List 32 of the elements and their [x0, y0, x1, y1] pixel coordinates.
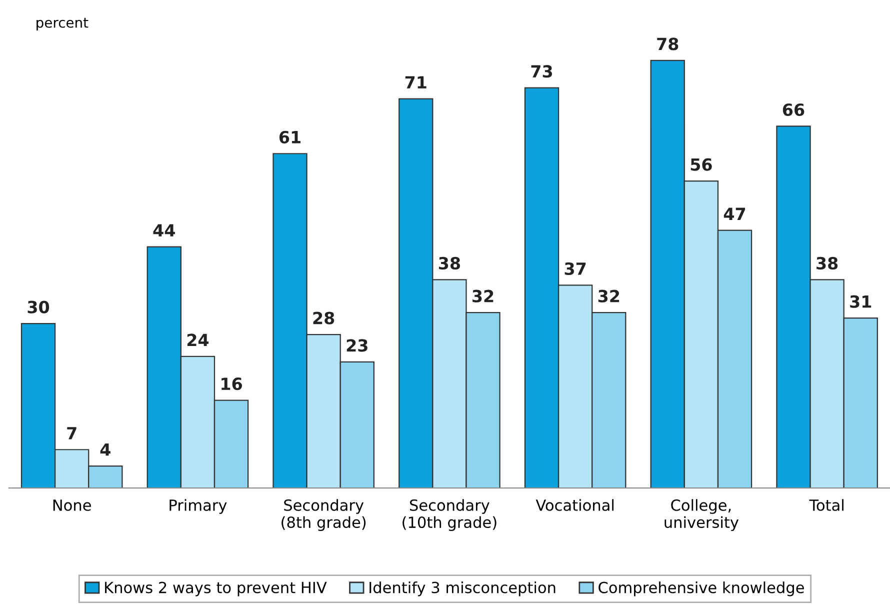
y-axis-title: percent: [36, 18, 88, 30]
data-label: 61: [279, 130, 300, 144]
data-label: 38: [816, 256, 838, 270]
data-label: 32: [598, 290, 620, 302]
data-label: 32: [472, 290, 494, 302]
data-label: 73: [531, 65, 552, 78]
data-label: 66: [782, 103, 804, 116]
legend-label: Identify 3 misconception: [370, 581, 556, 596]
data-label: 7: [67, 427, 76, 440]
data-label: 38: [438, 256, 460, 270]
legend-label: Comprehensive knowledge: [598, 581, 804, 596]
data-label: 37: [564, 262, 586, 276]
x-tick-label: Secondary (10th grade): [402, 499, 496, 532]
data-label: 78: [657, 38, 678, 50]
data-label: 56: [690, 158, 712, 171]
data-label: 28: [313, 312, 334, 324]
x-tick-label: Secondary (8th grade): [282, 499, 366, 532]
data-label: 47: [724, 208, 746, 220]
data-label: 4: [100, 444, 110, 456]
data-label: 16: [222, 378, 242, 390]
x-tick-label: Primary: [170, 499, 227, 514]
data-label: 31: [850, 295, 872, 308]
data-label: 44: [153, 224, 175, 236]
data-label: 30: [28, 300, 50, 314]
x-tick-label: Vocational: [536, 499, 614, 511]
legend-label: Knows 2 ways to prevent HIV: [105, 582, 327, 596]
x-tick-label: Total: [809, 499, 844, 511]
data-label: 23: [346, 339, 368, 352]
data-label: 71: [405, 76, 426, 88]
x-tick-label: College, university: [664, 499, 739, 532]
data-label: 24: [187, 334, 209, 346]
x-tick-label: None: [53, 500, 91, 511]
